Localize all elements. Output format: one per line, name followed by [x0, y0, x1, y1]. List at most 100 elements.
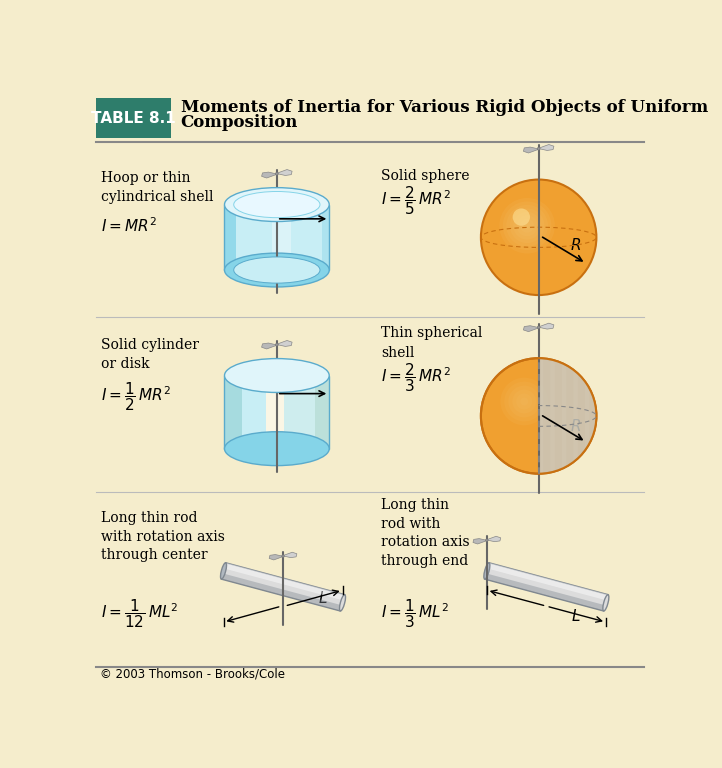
Circle shape: [510, 208, 544, 243]
Circle shape: [516, 393, 532, 409]
Text: Long thin rod
with rotation axis
through center: Long thin rod with rotation axis through…: [101, 511, 225, 562]
Text: $I = MR^2$: $I = MR^2$: [101, 217, 157, 235]
Text: R: R: [570, 419, 581, 434]
Polygon shape: [225, 204, 235, 270]
Polygon shape: [291, 376, 295, 449]
Ellipse shape: [339, 594, 346, 611]
Circle shape: [500, 198, 554, 253]
Ellipse shape: [234, 191, 320, 217]
Text: TABLE 8.1: TABLE 8.1: [91, 111, 176, 126]
Ellipse shape: [234, 257, 320, 283]
Polygon shape: [272, 204, 291, 270]
Text: © 2003 Thomson - Brooks/Cole: © 2003 Thomson - Brooks/Cole: [100, 668, 284, 680]
Ellipse shape: [225, 359, 329, 392]
Polygon shape: [487, 563, 608, 601]
Circle shape: [523, 222, 531, 229]
Polygon shape: [278, 170, 292, 175]
Polygon shape: [301, 376, 305, 449]
Text: $I = \dfrac{1}{2}\,MR^2$: $I = \dfrac{1}{2}\,MR^2$: [101, 380, 171, 413]
Polygon shape: [539, 358, 596, 474]
Polygon shape: [261, 172, 276, 178]
Polygon shape: [523, 326, 538, 332]
Polygon shape: [484, 569, 604, 611]
Polygon shape: [242, 376, 245, 449]
Polygon shape: [225, 204, 329, 270]
Polygon shape: [238, 376, 242, 449]
Text: R: R: [303, 197, 313, 213]
Circle shape: [505, 382, 544, 422]
Polygon shape: [235, 376, 238, 449]
Circle shape: [513, 212, 541, 240]
Text: R: R: [570, 239, 581, 253]
Polygon shape: [318, 376, 322, 449]
Polygon shape: [326, 376, 329, 449]
Polygon shape: [245, 376, 249, 449]
Polygon shape: [270, 376, 274, 449]
Polygon shape: [312, 376, 316, 449]
Polygon shape: [297, 376, 301, 449]
Circle shape: [481, 358, 596, 474]
Circle shape: [503, 201, 552, 250]
Text: Thin spherical
shell: Thin spherical shell: [380, 326, 482, 359]
Circle shape: [517, 215, 537, 236]
Text: Solid sphere: Solid sphere: [380, 169, 469, 183]
Polygon shape: [539, 358, 543, 474]
Text: Moments of Inertia for Various Rigid Objects of Uniform: Moments of Inertia for Various Rigid Obj…: [180, 99, 708, 116]
Circle shape: [537, 147, 540, 150]
Ellipse shape: [225, 187, 329, 221]
Polygon shape: [573, 369, 578, 462]
Circle shape: [481, 180, 596, 295]
Polygon shape: [222, 569, 340, 611]
Circle shape: [508, 386, 540, 417]
Polygon shape: [266, 376, 270, 449]
Circle shape: [486, 539, 488, 541]
Polygon shape: [585, 381, 589, 451]
Polygon shape: [253, 376, 256, 449]
Text: $I = \dfrac{1}{3}\,ML^2$: $I = \dfrac{1}{3}\,ML^2$: [380, 598, 448, 631]
Ellipse shape: [220, 563, 227, 579]
Text: Solid cylinder
or disk: Solid cylinder or disk: [101, 338, 199, 371]
Text: R: R: [303, 372, 313, 387]
Circle shape: [282, 554, 284, 558]
Text: Composition: Composition: [180, 114, 298, 131]
Polygon shape: [222, 574, 342, 611]
Polygon shape: [228, 376, 232, 449]
Polygon shape: [222, 563, 344, 611]
Polygon shape: [277, 376, 280, 449]
Circle shape: [537, 326, 540, 329]
Polygon shape: [487, 536, 501, 541]
Circle shape: [521, 398, 529, 406]
Polygon shape: [484, 574, 605, 611]
Polygon shape: [316, 376, 318, 449]
Polygon shape: [261, 343, 276, 349]
Polygon shape: [550, 359, 554, 472]
Polygon shape: [322, 204, 329, 270]
Ellipse shape: [225, 432, 329, 465]
Polygon shape: [274, 376, 277, 449]
Polygon shape: [539, 323, 554, 329]
Polygon shape: [284, 552, 297, 558]
Polygon shape: [269, 554, 282, 560]
Circle shape: [276, 343, 278, 346]
Ellipse shape: [603, 594, 609, 611]
Polygon shape: [295, 376, 297, 449]
Polygon shape: [562, 363, 566, 469]
Polygon shape: [280, 376, 284, 449]
Text: L: L: [572, 609, 580, 624]
Polygon shape: [539, 144, 554, 151]
Text: L: L: [318, 591, 327, 606]
Text: $I = \dfrac{1}{12}\,ML^2$: $I = \dfrac{1}{12}\,ML^2$: [101, 598, 179, 631]
Polygon shape: [322, 376, 326, 449]
Circle shape: [513, 389, 536, 413]
Polygon shape: [232, 376, 235, 449]
Circle shape: [500, 378, 548, 425]
Text: $I = \dfrac{2}{3}\,MR^2$: $I = \dfrac{2}{3}\,MR^2$: [380, 361, 451, 394]
Polygon shape: [473, 538, 486, 544]
Polygon shape: [484, 563, 608, 611]
Polygon shape: [308, 376, 312, 449]
Polygon shape: [284, 376, 287, 449]
FancyBboxPatch shape: [96, 98, 171, 138]
Polygon shape: [259, 376, 263, 449]
Text: $I = \dfrac{2}{5}\,MR^2$: $I = \dfrac{2}{5}\,MR^2$: [380, 184, 451, 217]
Circle shape: [513, 208, 530, 226]
